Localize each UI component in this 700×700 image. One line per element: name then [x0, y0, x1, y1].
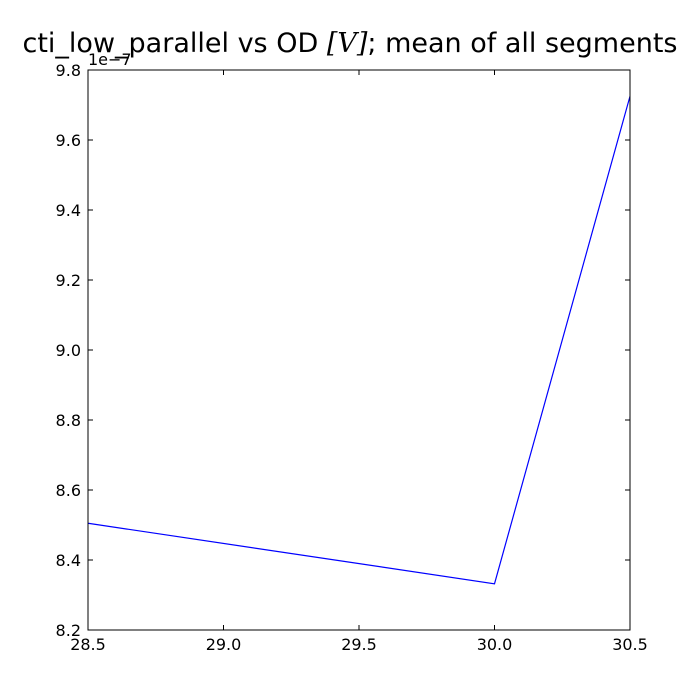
y-tick-label: 9.4 [56, 201, 81, 220]
x-tick-label: 30.5 [612, 635, 648, 654]
y-tick-label: 8.4 [56, 551, 81, 570]
x-tick-label: 28.5 [70, 635, 106, 654]
chart-title-suffix: ; mean of all segments [367, 28, 677, 59]
series-line [87, 96, 631, 585]
ticks-layer: 28.5 29.0 29.5 30.0 30.5 8.2 8.4 8.6 8.8 9.0 9.2 9.… [56, 61, 648, 654]
chart-title-math: [V] [327, 28, 368, 59]
chart-title-prefix: cti_low_parallel vs OD [23, 28, 327, 59]
y-tick-label: 9.8 [56, 61, 81, 80]
x-tick-label: 29.0 [206, 635, 242, 654]
plot-frame [87, 69, 631, 631]
y-tick-label: 8.6 [56, 481, 81, 500]
y-tick-label: 9.6 [56, 131, 81, 150]
series-layer [87, 96, 631, 585]
x-tick-label: 30.0 [477, 635, 513, 654]
y-tick-label: 9.0 [56, 341, 81, 360]
chart-title: cti_low_parallel vs OD [V]; mean of all … [23, 28, 678, 59]
y-tick-label: 9.2 [56, 271, 81, 290]
y-tick-label: 8.2 [56, 621, 81, 640]
y-axis-offset-label: 1e−7 [88, 50, 132, 69]
y-tick-label: 8.8 [56, 411, 81, 430]
x-tick-label: 29.5 [341, 635, 377, 654]
